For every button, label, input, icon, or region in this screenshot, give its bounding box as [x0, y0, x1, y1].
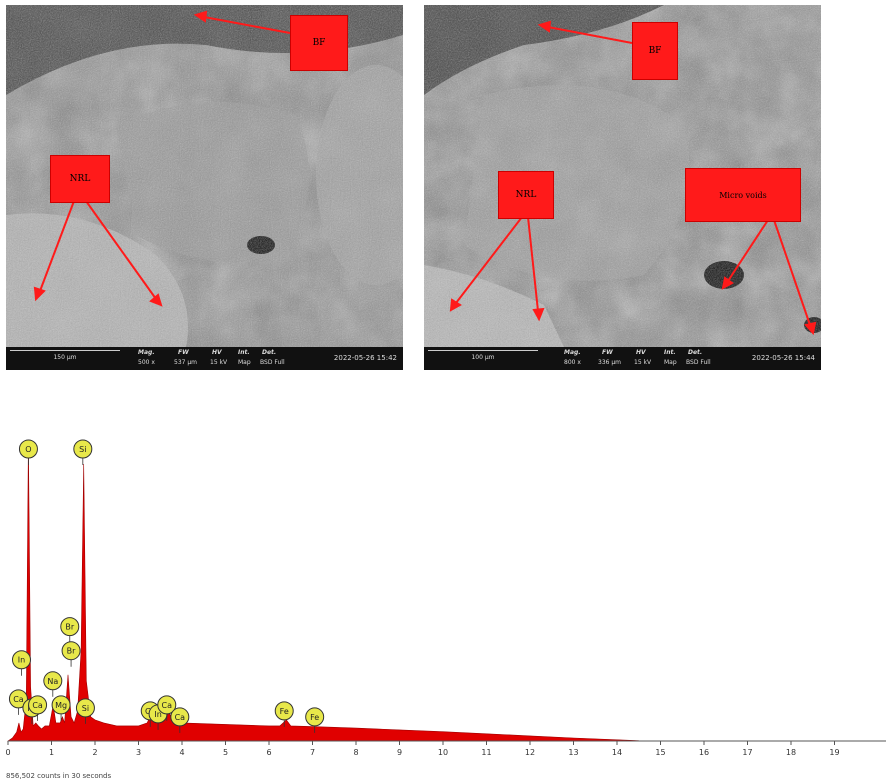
- x-tick-label: 7: [310, 748, 315, 757]
- timestamp: 2022-05-26 15:44: [751, 354, 815, 362]
- peak-label-br: Br: [60, 617, 80, 643]
- peak-label-in: In: [11, 650, 31, 676]
- x-tick-label: 11: [481, 748, 491, 757]
- x-tick-label: 15: [655, 748, 665, 757]
- val-fw: 537 µm: [174, 359, 198, 366]
- label-bf: BF: [290, 15, 348, 71]
- val-hv: 15 kV: [634, 359, 652, 366]
- peak-label-ca: Ca: [157, 695, 177, 721]
- hdr-fw: FW: [602, 349, 613, 356]
- hdr-det: Det.: [262, 349, 277, 356]
- scale-label: 100 µm: [471, 354, 495, 361]
- label-nrl: NRL: [50, 155, 110, 203]
- x-tick-label: 2: [92, 748, 97, 757]
- x-tick-label: 8: [353, 748, 358, 757]
- peak-label-ca: Ca: [170, 707, 190, 733]
- x-tick-label: 4: [179, 748, 184, 757]
- val-mag: 800 x: [564, 359, 581, 366]
- val-int: Map: [238, 359, 251, 366]
- hdr-mag: Mag.: [138, 349, 155, 356]
- hdr-int: Int.: [664, 349, 676, 356]
- val-det: BSD Full: [260, 359, 285, 366]
- svg-text:In: In: [18, 656, 25, 665]
- x-tick-label: 13: [568, 748, 578, 757]
- svg-text:Ca: Ca: [13, 695, 24, 704]
- svg-text:Fe: Fe: [310, 713, 319, 722]
- x-tick-label: 3: [136, 748, 141, 757]
- x-tick-label: 10: [438, 748, 448, 757]
- scale-bar: [428, 350, 538, 351]
- svg-text:Na: Na: [47, 677, 58, 686]
- eds-spectrum-chart: 0 1 2 3 4 5 6 7 8 9 10 11 12 13 14 15 16 17 18 19 O SiBrBrIn…: [5, 439, 886, 780]
- svg-text:Ca: Ca: [175, 713, 186, 722]
- label-micro-voids: Micro voids: [685, 168, 801, 222]
- svg-text:Ca: Ca: [32, 701, 43, 710]
- x-tick-label: 16: [699, 748, 709, 757]
- peak-label-fe: Fe: [305, 707, 325, 733]
- val-int: Map: [664, 359, 677, 366]
- svg-text:Si: Si: [82, 704, 89, 713]
- x-axis-ticks: 0 1 2 3 4 5 6 7 8 9 10 11 12 13 14 15 16 17 18 19: [5, 741, 840, 757]
- peak-label-ca: Ca: [8, 689, 28, 715]
- x-tick-label: 18: [786, 748, 796, 757]
- sem-micrograph-b: [424, 5, 821, 347]
- label-nrl: NRL: [498, 171, 554, 219]
- svg-text:Ca: Ca: [162, 701, 173, 710]
- x-tick-label: 0: [5, 748, 10, 757]
- scale-label: 150 µm: [53, 354, 77, 361]
- peak-label-ca: Ca: [28, 695, 48, 721]
- peak-label-si: Si: [75, 698, 95, 724]
- sem-databar-a: 150 µm Mag. FW HV Int. Det. 500 x 537 µm…: [6, 347, 403, 370]
- x-tick-label: 17: [742, 748, 752, 757]
- x-tick-label: 6: [266, 748, 271, 757]
- hdr-int: Int.: [238, 349, 250, 356]
- x-tick-label: 1: [49, 748, 54, 757]
- label-bf: BF: [632, 22, 678, 80]
- svg-text:In: In: [154, 710, 161, 719]
- hdr-hv: HV: [636, 349, 646, 356]
- hdr-hv: HV: [212, 349, 222, 356]
- spectrum-area: [7, 439, 878, 742]
- peak-label-mg: Mg: [51, 695, 71, 721]
- sem-image-b: BF NRL Micro voids 100 µm Mag. FW HV Int…: [424, 5, 821, 370]
- x-tick-label: 19: [829, 748, 839, 757]
- x-tick-label: 5: [223, 748, 228, 757]
- peak-label-o: O: [18, 439, 38, 466]
- svg-text:Br: Br: [67, 647, 76, 656]
- val-mag: 500 x: [138, 359, 155, 366]
- val-fw: 336 µm: [598, 359, 622, 366]
- hdr-mag: Mag.: [564, 349, 581, 356]
- x-tick-label: 12: [525, 748, 535, 757]
- svg-text:Fe: Fe: [280, 707, 289, 716]
- hdr-fw: FW: [178, 349, 189, 356]
- peak-label-na: Na: [43, 671, 63, 697]
- peak-label-br: Br: [61, 641, 81, 667]
- sem-databar-b: 100 µm Mag. FW HV Int. Det. 800 x 336 µm…: [424, 347, 821, 370]
- val-det: BSD Full: [686, 359, 711, 366]
- peak-label-fe: Fe: [274, 701, 294, 727]
- svg-text:Br: Br: [65, 623, 74, 632]
- svg-text:Si: Si: [79, 445, 86, 454]
- sem-image-a: BF NRL 150 µm Mag. FW HV Int. Det. 500 x…: [6, 5, 403, 370]
- x-tick-label: 14: [612, 748, 622, 757]
- val-hv: 15 kV: [210, 359, 228, 366]
- hdr-det: Det.: [688, 349, 703, 356]
- svg-text:O: O: [25, 445, 31, 454]
- scale-bar: [10, 350, 120, 351]
- counts-footer: 856,502 counts in 30 seconds: [6, 772, 111, 780]
- x-tick-label: 9: [397, 748, 402, 757]
- peak-labels: OSiBrBrInNaCaFeCaMgSiCaInCaCaFeFe: [8, 439, 325, 733]
- timestamp: 2022-05-26 15:42: [333, 354, 397, 362]
- peak-label-si: Si: [73, 439, 93, 466]
- svg-text:Mg: Mg: [55, 701, 67, 710]
